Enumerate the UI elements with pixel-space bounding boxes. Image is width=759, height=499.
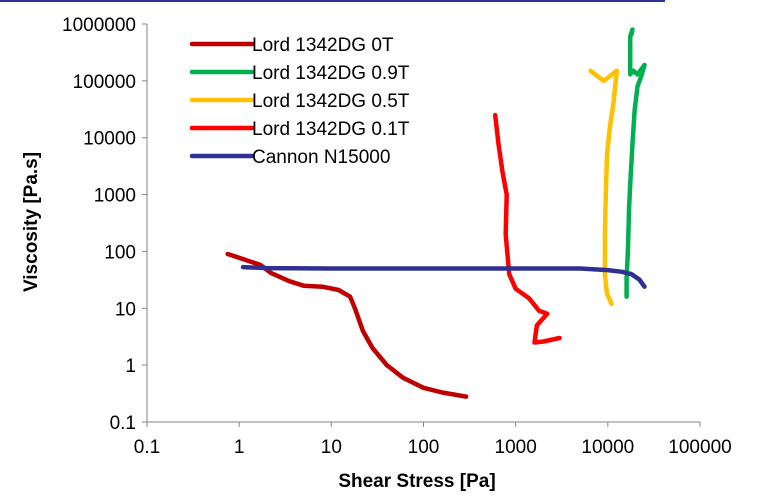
x-tick-label: 100 <box>408 437 440 458</box>
axes: 0.1 1 10 100 1000 10000 100000 1000000 0.1 1 10 100… <box>62 15 732 458</box>
series-line-1 <box>225 251 469 399</box>
series-line-5 <box>240 264 647 289</box>
y-tick-label: 10 <box>115 299 136 320</box>
y-tick-label: 100 <box>104 242 136 263</box>
y-axis-title: Viscosity [Pa.s] <box>21 152 42 292</box>
y-tick-label: 100000 <box>73 72 136 93</box>
legend-label: Cannon N15000 <box>252 147 390 168</box>
legend-label: Lord 1342DG 0.1T <box>252 119 410 140</box>
x-axis-title: Shear Stress [Pa] <box>338 471 495 492</box>
x-tick-label: 10000 <box>581 437 634 458</box>
series-layer <box>225 27 647 399</box>
legend-label: Lord 1342DG 0.5T <box>252 91 410 112</box>
x-tick-label: 0.1 <box>134 437 160 458</box>
x-tick-label: 1000 <box>495 437 537 458</box>
x-tick-label: 10 <box>321 437 342 458</box>
series-line-4 <box>492 112 562 345</box>
legend-label: Lord 1342DG 0T <box>252 35 394 56</box>
y-tick-label: 1 <box>125 356 136 377</box>
x-tick-label: 1 <box>234 437 245 458</box>
y-tick-label: 1000 <box>94 186 136 207</box>
y-tick-label: 10000 <box>83 129 136 150</box>
x-tick-label: 100000 <box>668 437 731 458</box>
series-line-2 <box>624 27 647 299</box>
series-line-3 <box>588 68 620 307</box>
legend: Lord 1342DG 0T Lord 1342DG 0.9T Lord 1342D… <box>189 35 410 168</box>
y-tick-label: 1000000 <box>62 15 136 36</box>
y-tick-label: 0.1 <box>110 413 136 434</box>
legend-label: Lord 1342DG 0.9T <box>252 63 410 84</box>
